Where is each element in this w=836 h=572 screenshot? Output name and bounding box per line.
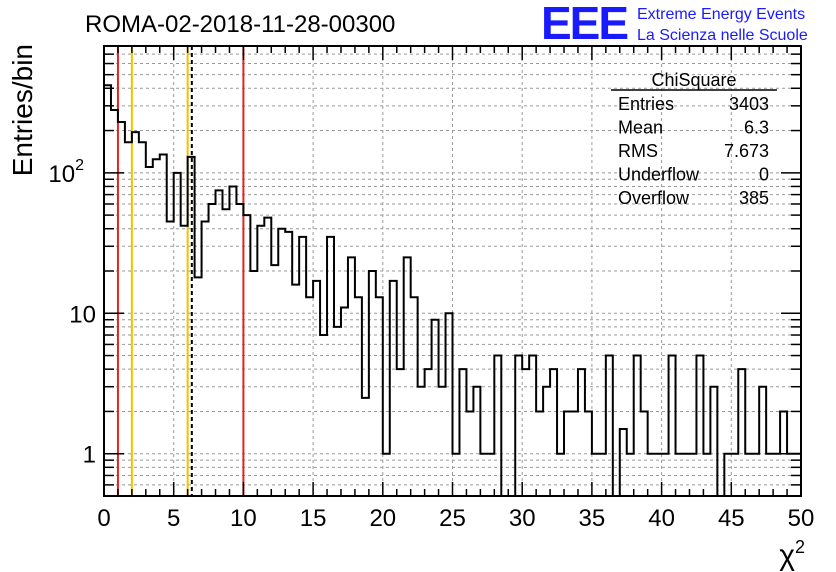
y-tick-label: 1 xyxy=(83,442,96,469)
x-tick-label: 25 xyxy=(439,505,466,532)
stats-label: Entries xyxy=(618,94,674,114)
x-tick-label: 5 xyxy=(167,505,180,532)
stats-label: Underflow xyxy=(618,165,700,185)
logo-line-2: La Scienza nelle Scuole xyxy=(637,27,808,44)
x-axis-label: χ2 xyxy=(779,537,805,572)
chart-title: ROMA-02-2018-11-28-00300 xyxy=(85,11,395,38)
stats-value: 3403 xyxy=(729,94,769,114)
stats-value: 7.673 xyxy=(724,141,769,161)
stats-label: RMS xyxy=(618,141,658,161)
stats-value: 6.3 xyxy=(744,118,769,138)
histogram-line xyxy=(103,84,801,497)
y-tick-label: 102 xyxy=(48,157,84,188)
eee-logo: EEE Extreme Energy Events La Scienza nel… xyxy=(541,0,808,49)
y-tick-label: 10 xyxy=(69,301,96,328)
y-axis-label: Entries/bin xyxy=(7,44,38,176)
logo-line-1: Extreme Energy Events xyxy=(637,6,805,23)
x-axis-label-main: χ xyxy=(779,539,795,572)
stats-label: Mean xyxy=(618,118,663,138)
x-tick-label: 15 xyxy=(300,505,327,532)
x-tick-label: 30 xyxy=(509,505,536,532)
logo-mark: EEE xyxy=(541,0,627,49)
x-tick-label: 45 xyxy=(718,505,745,532)
x-tick-label: 0 xyxy=(97,505,110,532)
stats-title: ChiSquare xyxy=(651,70,736,90)
x-tick-label: 20 xyxy=(369,505,396,532)
x-axis-label-sup: 2 xyxy=(795,537,805,557)
x-tick-label: 10 xyxy=(230,505,257,532)
x-tick-label: 40 xyxy=(648,505,675,532)
stats-box: ChiSquare Entries 3403 Mean 6.3 RMS 7.673 Unde… xyxy=(611,70,777,208)
x-tick-label: 50 xyxy=(788,505,815,532)
stats-value: 385 xyxy=(739,188,769,208)
stats-value: 0 xyxy=(759,165,769,185)
stats-label: Overflow xyxy=(618,188,690,208)
x-tick-label: 35 xyxy=(579,505,606,532)
y-tick-label-exponent: 2 xyxy=(75,157,84,174)
